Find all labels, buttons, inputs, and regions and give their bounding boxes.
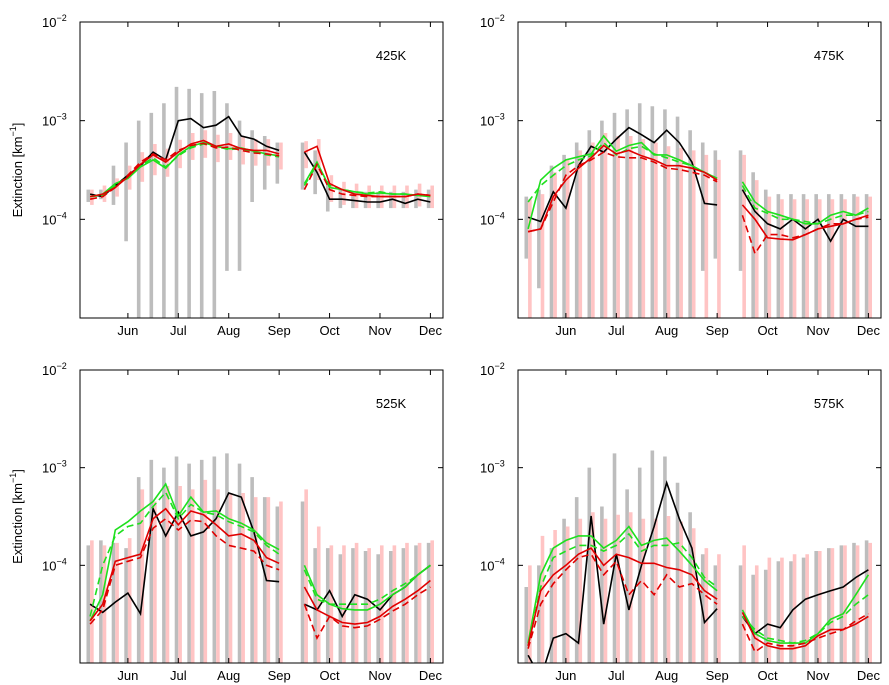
panel: 10−4 10−3 10−2 Jun Jul Aug Sep Oct Nov Dec 575K — [480, 361, 882, 683]
y-tick-label: 10−2 — [480, 13, 505, 30]
series-line — [303, 579, 431, 625]
y-tick-label: 10−2 — [42, 13, 67, 30]
y-axis-label: Extinction [km−1] — [8, 469, 25, 564]
plot-area — [86, 86, 434, 318]
x-tick-label: Jul — [170, 668, 187, 683]
plot-area — [524, 450, 872, 663]
x-tick-label: Nov — [806, 668, 830, 683]
series-line — [303, 162, 431, 198]
series-line — [741, 612, 869, 650]
x-tick-label: Oct — [757, 323, 778, 338]
series-line — [303, 160, 431, 198]
plot-area — [86, 453, 434, 663]
series-line — [527, 553, 718, 649]
y-tick-label: 10−2 — [42, 361, 67, 378]
x-tick-label: Sep — [706, 668, 729, 683]
x-tick-label: Oct — [319, 323, 340, 338]
annotation: 525K — [376, 396, 407, 411]
x-tick-label: Dec — [419, 668, 443, 683]
series-line — [741, 569, 869, 635]
series-line — [527, 525, 718, 644]
series-line — [89, 490, 280, 617]
x-tick-label: Aug — [217, 668, 240, 683]
x-tick-label: Jul — [608, 668, 625, 683]
panel: 10−4 10−3 10−2 Jun Jul Aug Sep Oct Nov Dec 525K Ext… — [8, 361, 444, 683]
x-tick-label: Jun — [555, 323, 576, 338]
x-tick-label: Dec — [857, 323, 881, 338]
series-line — [741, 574, 870, 644]
x-tick-label: Dec — [419, 323, 443, 338]
annotation: 425K — [376, 48, 407, 63]
plot-area — [524, 103, 872, 318]
x-tick-label: Jul — [608, 323, 625, 338]
y-tick-label: 10−4 — [480, 210, 505, 227]
series-line — [303, 564, 431, 605]
series-line — [527, 532, 718, 646]
x-tick-label: Jun — [117, 668, 138, 683]
axes-box — [79, 21, 444, 319]
y-tick-label: 10−3 — [42, 459, 67, 476]
annotation: 575K — [814, 396, 845, 411]
series-line — [303, 564, 431, 611]
series-line — [89, 507, 280, 622]
y-tick-label: 10−4 — [42, 556, 67, 573]
series-line — [527, 126, 718, 223]
x-tick-label: Sep — [268, 668, 291, 683]
series-line — [303, 586, 431, 640]
series-line — [89, 482, 280, 622]
series-line — [89, 142, 280, 200]
series-line — [89, 517, 280, 625]
x-tick-label: Jun — [555, 668, 576, 683]
x-tick-label: Aug — [655, 668, 678, 683]
y-tick-label: 10−3 — [480, 112, 505, 129]
axes-box — [517, 369, 882, 664]
axes-box — [79, 369, 444, 664]
x-tick-label: Nov — [806, 323, 830, 338]
panel: 10−4 10−3 10−2 Jun Jul Aug Sep Oct Nov Dec 425K Ext… — [8, 13, 444, 338]
y-tick-label: 10−2 — [480, 361, 505, 378]
series-line — [527, 480, 718, 663]
x-tick-label: Oct — [319, 668, 340, 683]
x-tick-label: Jul — [170, 323, 187, 338]
series-line — [527, 151, 718, 233]
x-tick-label: Aug — [217, 323, 240, 338]
series-line — [741, 214, 869, 256]
x-tick-label: Nov — [368, 668, 392, 683]
annotation: 475K — [814, 48, 845, 63]
x-tick-label: Jun — [117, 323, 138, 338]
y-tick-label: 10−4 — [42, 210, 67, 227]
x-tick-label: Aug — [655, 323, 678, 338]
x-tick-label: Oct — [757, 668, 778, 683]
axes-box — [517, 21, 882, 319]
y-axis-label: Extinction [km−1] — [8, 123, 25, 218]
y-tick-label: 10−3 — [480, 459, 505, 476]
x-tick-label: Dec — [857, 668, 881, 683]
series-line — [303, 151, 431, 205]
x-tick-label: Sep — [268, 323, 291, 338]
panel: 10−4 10−3 10−2 Jun Jul Aug Sep Oct Nov Dec 475K — [480, 13, 882, 338]
x-tick-label: Nov — [368, 323, 392, 338]
series-line — [527, 547, 718, 646]
y-tick-label: 10−3 — [42, 112, 67, 129]
series-line — [89, 492, 280, 617]
series-line — [741, 181, 869, 225]
x-tick-label: Sep — [706, 323, 729, 338]
series-line — [527, 134, 718, 230]
y-tick-label: 10−4 — [480, 556, 505, 573]
series-line — [741, 185, 869, 225]
series-line — [741, 594, 869, 644]
